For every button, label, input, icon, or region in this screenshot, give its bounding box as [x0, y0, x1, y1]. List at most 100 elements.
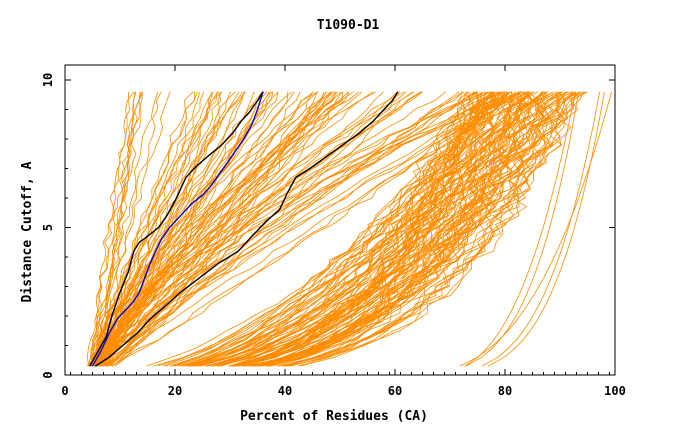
model-curve — [91, 91, 342, 367]
series-line-1 — [89, 91, 264, 367]
model-curve — [110, 91, 460, 367]
model-curve — [96, 91, 240, 367]
model-curve — [90, 91, 486, 367]
model-curve — [88, 91, 138, 367]
model-curve — [92, 91, 422, 367]
model-curve — [244, 91, 505, 367]
chart-title: T1090-D1 — [317, 18, 380, 33]
model-curve — [103, 91, 503, 367]
x-tick-label: 0 — [61, 384, 68, 398]
model-curve — [105, 91, 222, 367]
model-curve — [233, 91, 480, 367]
model-curve — [96, 91, 522, 367]
model-curve — [245, 91, 577, 367]
model-curve — [464, 91, 576, 367]
model-curve — [91, 91, 354, 367]
model-curve — [100, 91, 319, 367]
model-curve — [99, 91, 332, 367]
model-curve — [244, 91, 486, 367]
background-curves — [86, 91, 612, 367]
series-layer — [89, 91, 399, 367]
model-curve — [98, 91, 463, 367]
model-curve — [269, 91, 568, 367]
model-curve — [186, 91, 527, 367]
model-curve — [180, 91, 472, 367]
model-curve — [99, 91, 496, 367]
model-curve — [94, 91, 478, 367]
model-curve — [465, 91, 579, 367]
model-curve — [171, 91, 495, 367]
model-curve — [89, 91, 268, 367]
model-curve — [101, 91, 398, 367]
model-curve — [94, 91, 243, 367]
x-tick-label: 80 — [498, 384, 512, 398]
model-curve — [251, 91, 532, 367]
model-curve — [111, 91, 512, 367]
model-curve — [90, 91, 377, 367]
model-curve — [206, 91, 512, 367]
model-curve — [210, 91, 475, 367]
model-curve — [255, 91, 567, 367]
model-curve — [228, 91, 470, 367]
model-curve — [192, 91, 512, 367]
model-curve — [195, 91, 463, 367]
series-line-3 — [94, 91, 399, 367]
model-curve — [86, 91, 142, 367]
model-curve — [253, 91, 546, 367]
model-curve — [212, 91, 573, 367]
model-curve — [187, 91, 562, 367]
model-curve — [286, 91, 570, 367]
model-curve — [183, 91, 499, 367]
model-curve — [93, 91, 415, 367]
model-curve — [233, 91, 498, 367]
model-curve — [165, 91, 499, 367]
model-curve — [262, 91, 557, 367]
model-curve — [104, 91, 464, 367]
x-tick-label: 40 — [278, 384, 292, 398]
model-curve — [284, 91, 569, 367]
y-tick-label: 5 — [41, 224, 55, 231]
model-curve — [177, 91, 499, 367]
model-curve — [99, 91, 231, 367]
model-curve — [297, 91, 585, 367]
model-curve — [235, 91, 491, 367]
y-tick-label: 10 — [41, 73, 55, 87]
x-axis-label: Percent of Residues (CA) — [240, 409, 428, 424]
model-curve — [95, 91, 407, 367]
y-tick-label: 0 — [41, 371, 55, 378]
model-curve — [252, 91, 577, 367]
x-tick-label: 20 — [168, 384, 182, 398]
model-curve — [481, 91, 600, 367]
series-line-2 — [91, 91, 264, 367]
model-curve — [197, 91, 493, 367]
model-curve — [146, 91, 520, 367]
model-curve — [269, 91, 530, 367]
model-curve — [96, 91, 162, 367]
model-curve — [109, 91, 334, 367]
model-curve — [95, 91, 349, 367]
model-curve — [99, 91, 350, 367]
plot-frame — [64, 64, 616, 376]
model-curve — [106, 91, 523, 367]
model-curve — [91, 91, 135, 367]
axis-ticks: 0 20 40 60 80 100 0 5 10 — [41, 65, 626, 398]
model-curve — [300, 91, 588, 367]
model-curve — [169, 91, 535, 367]
model-curve — [98, 91, 159, 367]
model-curve — [228, 91, 516, 367]
model-curve — [106, 91, 344, 367]
model-curve — [487, 91, 605, 367]
x-tick-label: 60 — [388, 384, 402, 398]
x-tick-label: 100 — [604, 384, 626, 398]
model-curve — [254, 91, 549, 367]
y-axis-label: Distance Cutoff, A — [20, 161, 35, 302]
model-curve — [206, 91, 500, 367]
model-curve — [235, 91, 544, 367]
model-curve — [233, 91, 575, 367]
model-curve — [284, 91, 545, 367]
model-curve — [98, 91, 327, 367]
model-curve — [459, 91, 612, 367]
model-curve — [255, 91, 504, 367]
model-curve — [95, 91, 272, 367]
